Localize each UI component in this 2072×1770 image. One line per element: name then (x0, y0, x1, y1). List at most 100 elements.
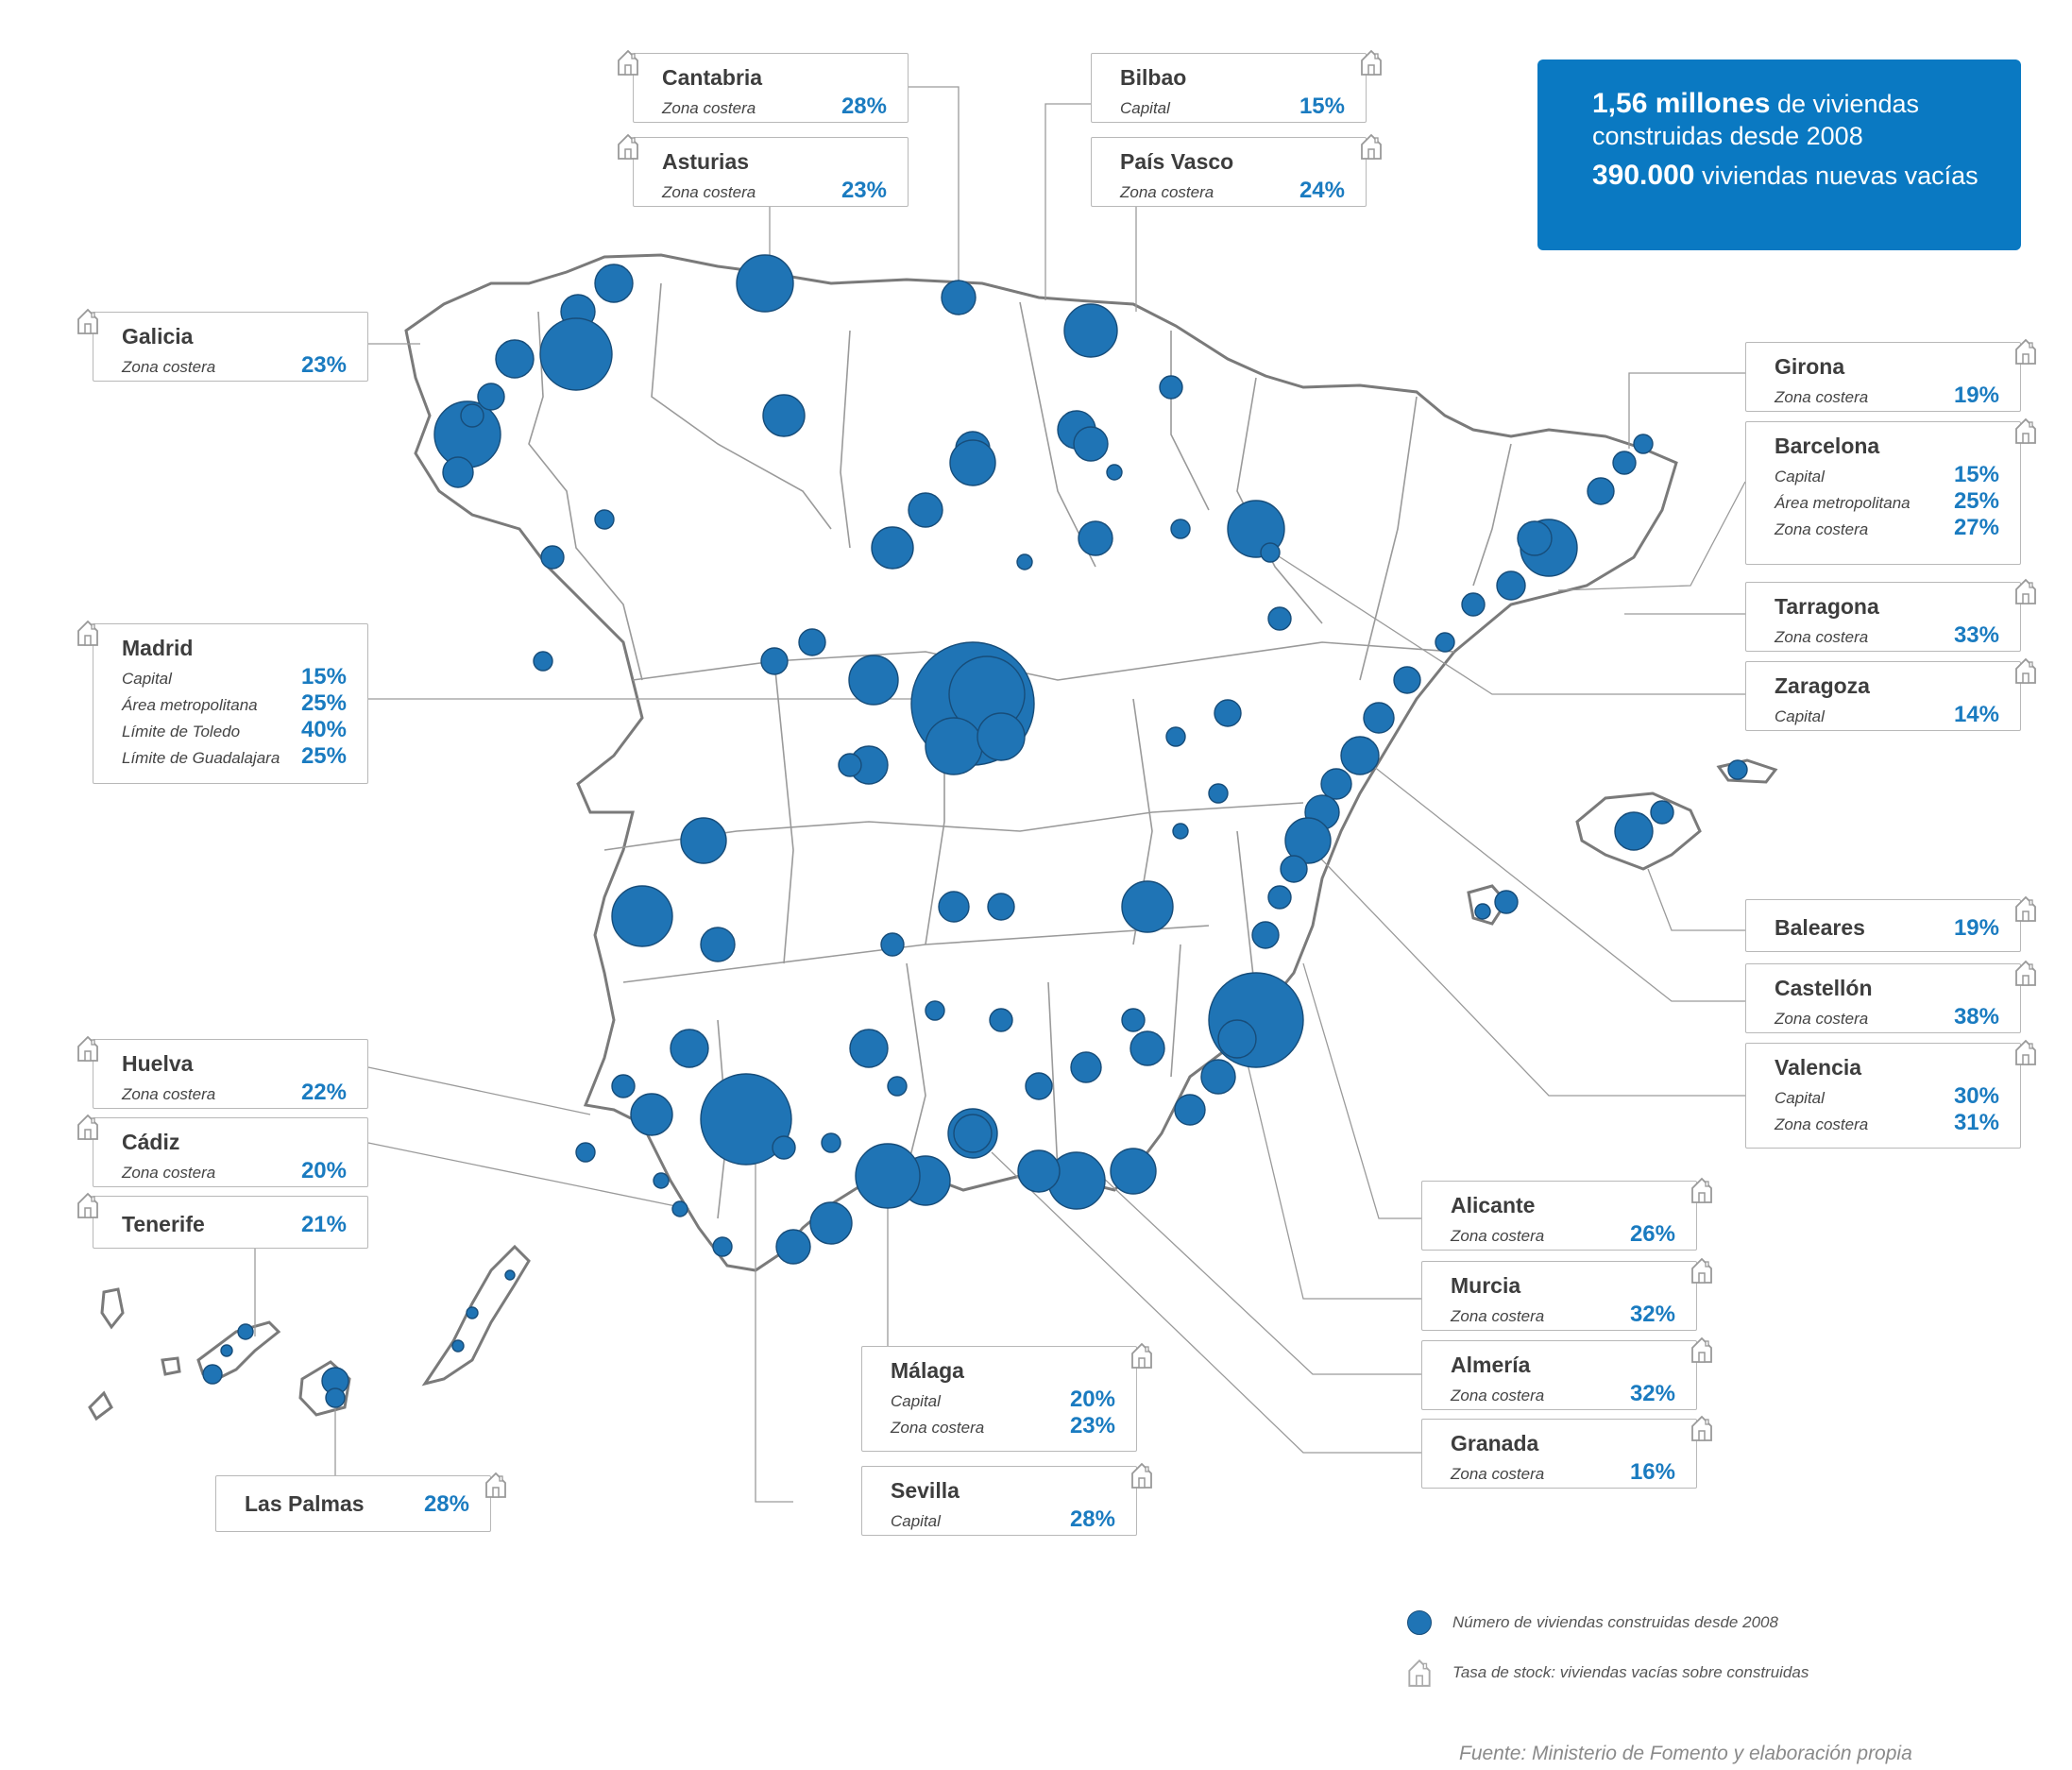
housing-bubble (1280, 855, 1308, 883)
housing-bubble (1587, 477, 1615, 505)
row-label: Capital (1120, 99, 1170, 117)
housing-bubble (1435, 632, 1455, 653)
row-label: Zona costera (1451, 1227, 1545, 1245)
callout-row: Capital 28% (891, 1506, 1115, 1533)
legend-houses-label: Tasa de stock: viviendas vacías sobre co… (1452, 1663, 1809, 1681)
row-label: Zona costera (122, 1085, 216, 1103)
callout-almeria: Almería Zona costera 32% (1421, 1336, 1712, 1410)
source-note: Fuente: Ministerio de Fomento y elaborac… (1459, 1743, 1912, 1764)
housing-bubble (466, 1306, 479, 1319)
house-icon (1360, 132, 1383, 161)
housing-bubble (1170, 519, 1191, 539)
housing-bubble (680, 817, 727, 864)
stock-rate-value: 30% (1953, 1083, 1999, 1109)
legend-item-bubbles: Número de viviendas construidas desde 20… (1407, 1610, 1778, 1635)
housing-bubble (1063, 303, 1118, 358)
housing-bubble (925, 1000, 945, 1021)
housing-bubble (700, 927, 736, 962)
leader-line (367, 1142, 690, 1210)
callout-row: Zona costera 23% (122, 352, 347, 379)
row-label: Zona costera (1451, 1387, 1545, 1404)
leader-line (1647, 868, 1745, 931)
stock-rate-value: 33% (1953, 622, 1999, 648)
housing-bubble (1129, 1030, 1165, 1066)
housing-bubble (987, 893, 1015, 921)
housing-bubble (1494, 890, 1519, 914)
housing-bubble (949, 439, 996, 486)
row-label: Límite de Toledo (122, 723, 241, 740)
housing-bubble (925, 717, 983, 775)
house-icon (2014, 894, 2037, 923)
hierro-outline (88, 1390, 113, 1421)
housing-bubble (1208, 972, 1304, 1068)
housing-bubble (938, 891, 970, 923)
row-label: Zona costera (1775, 1010, 1869, 1028)
row-label: Área metropolitana (122, 696, 258, 714)
stock-rate-value: 32% (1629, 1381, 1675, 1406)
callout-valencia: Valencia Capital 30% Zona costera 31% (1745, 1039, 2036, 1149)
housing-bubble (772, 1135, 796, 1160)
stock-rate-value: 26% (1629, 1221, 1675, 1247)
callout-row: Zona costera 28% (662, 94, 887, 120)
housing-bubble (1159, 375, 1183, 400)
callout-barcelona: Barcelona Capital 15% Área metropolitana 25%… (1745, 417, 2036, 565)
legend-item-houses: Tasa de stock: viviendas vacías sobre co… (1407, 1658, 1809, 1688)
row-label: Zona costera (891, 1419, 985, 1437)
callout-bilbao: Bilbao Capital 15% (1091, 49, 1382, 123)
housing-bubble (1267, 885, 1292, 910)
housing-bubble (1614, 811, 1654, 851)
housing-bubble (1284, 817, 1332, 864)
lapalma-outline (100, 1287, 125, 1330)
row-label: Zona costera (1775, 1115, 1869, 1133)
housing-bubble (611, 1074, 636, 1098)
row-label: Límite de Guadalajara (122, 749, 280, 767)
callout-row: Límite de Toledo 40% (122, 717, 347, 743)
housing-bubble (798, 628, 826, 656)
callout-row: Zona costera 27% (1775, 515, 1999, 541)
stock-rate-value: 15% (300, 664, 347, 689)
callout-tenerife: Tenerife 21% (77, 1192, 368, 1249)
housing-bubble (908, 492, 943, 528)
housing-bubble (809, 1201, 853, 1245)
stock-rate-value: 25% (300, 690, 347, 716)
leader-line (1557, 481, 1746, 591)
housing-bubble (1016, 553, 1033, 570)
stock-rate-value: 24% (1299, 178, 1345, 203)
callout-row: Área metropolitana 25% (1775, 488, 1999, 515)
mallorca-outline (1575, 791, 1702, 871)
housing-bubble (1320, 768, 1352, 800)
callout-row: Zona costera 20% (122, 1158, 347, 1184)
row-label: Zona costera (1775, 628, 1869, 646)
housing-bubble (855, 1143, 921, 1209)
callout-sevilla: Sevilla Capital 28% (861, 1462, 1152, 1536)
house-icon (76, 1191, 99, 1219)
row-label: Capital (1775, 707, 1825, 725)
row-label: Zona costera (1451, 1307, 1545, 1325)
housing-bubble (477, 383, 505, 411)
callout-madrid: Madrid Capital 15% Área metropolitana 25% Lím… (77, 620, 368, 784)
housing-bubble (1633, 434, 1654, 454)
callout-paisvasco: País Vasco Zona costera 24% (1091, 133, 1382, 207)
housing-bubble (977, 712, 1026, 761)
row-label: Capital (1775, 1089, 1825, 1107)
house-icon (1130, 1461, 1153, 1489)
stock-rate-value: 20% (1069, 1387, 1115, 1412)
callout-row: Área metropolitana 25% (122, 690, 347, 717)
callout-row: Zona costera 26% (1451, 1221, 1675, 1248)
housing-bubble (1070, 1051, 1102, 1083)
callout-title: Asturias (662, 149, 750, 174)
housing-bubble (1174, 1094, 1206, 1126)
callout-row: Capital 14% (1775, 702, 1999, 728)
empty-homes-text: viviendas nuevas vacías (1694, 162, 1979, 190)
housing-bubble (442, 456, 474, 488)
ibiza-outline (1467, 884, 1508, 926)
house-icon (76, 619, 99, 647)
row-label: Capital (891, 1392, 941, 1410)
row-label: Zona costera (662, 99, 756, 117)
callout-title: Almería (1451, 1353, 1531, 1377)
housing-bubble (1496, 570, 1526, 601)
row-label: Zona costera (122, 358, 216, 376)
summary-box: 1,56 millones de viviendas construidas d… (1537, 60, 2021, 250)
callout-asturias: Asturias Zona costera 23% (618, 133, 909, 207)
stock-rate-value: 21% (300, 1212, 347, 1237)
